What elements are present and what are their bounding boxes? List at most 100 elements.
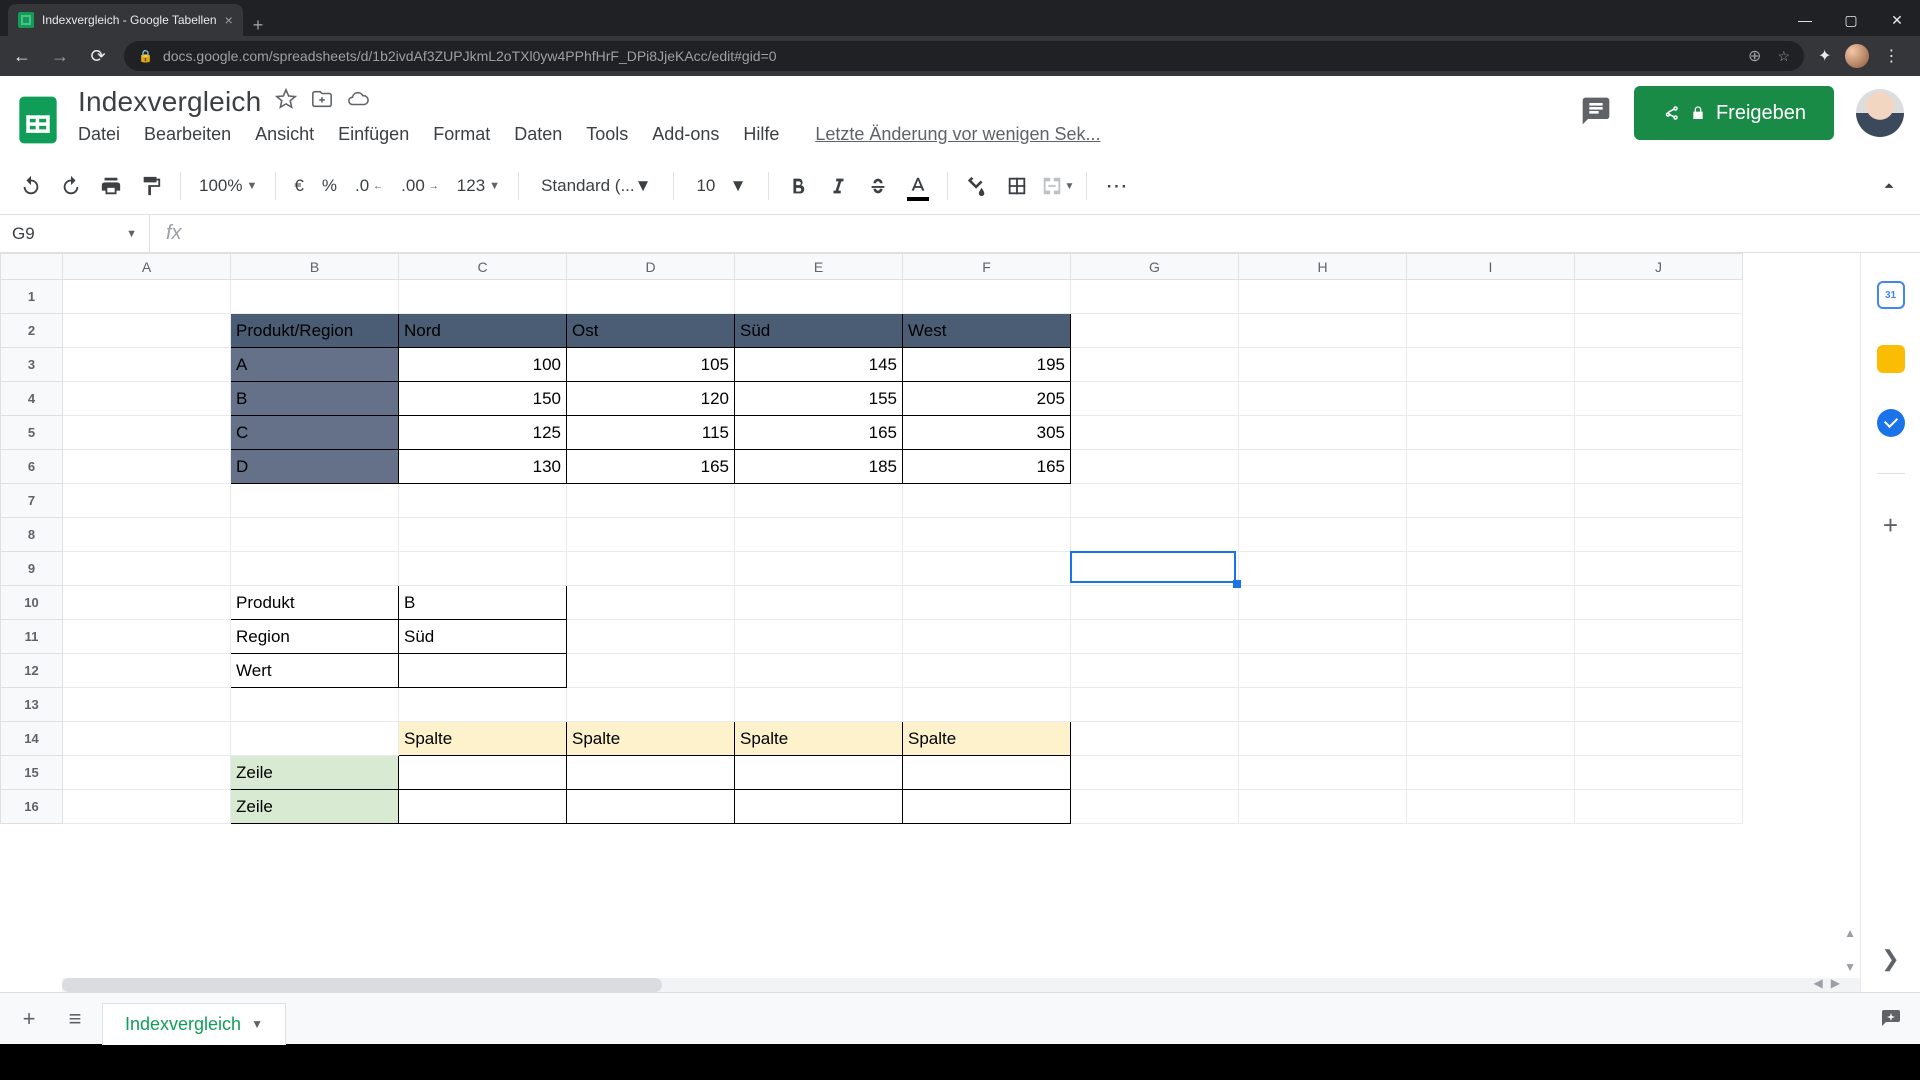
active-cell-handle[interactable] xyxy=(1233,580,1241,588)
share-button[interactable]: Freigeben xyxy=(1634,86,1834,140)
cell-H15[interactable] xyxy=(1239,756,1407,790)
all-sheets-button[interactable]: ≡ xyxy=(56,1000,94,1038)
cell-F7[interactable] xyxy=(903,484,1071,518)
cell-G10[interactable] xyxy=(1071,586,1239,620)
menu-tools[interactable]: Tools xyxy=(586,124,628,145)
row-header-10[interactable]: 10 xyxy=(1,586,63,620)
cell-D9[interactable] xyxy=(567,552,735,586)
cell-F2[interactable]: West xyxy=(903,314,1071,348)
cell-G3[interactable] xyxy=(1071,348,1239,382)
cell-E10[interactable] xyxy=(735,586,903,620)
cell-H8[interactable] xyxy=(1239,518,1407,552)
cell-B16[interactable]: Zeile xyxy=(231,790,399,824)
cell-B1[interactable] xyxy=(231,280,399,314)
cell-J10[interactable] xyxy=(1575,586,1743,620)
cell-F5[interactable]: 305 xyxy=(903,416,1071,450)
cell-E3[interactable]: 145 xyxy=(735,348,903,382)
cell-D11[interactable] xyxy=(567,620,735,654)
col-header-G[interactable]: G xyxy=(1071,254,1239,280)
row-header-1[interactable]: 1 xyxy=(1,280,63,314)
cell-H10[interactable] xyxy=(1239,586,1407,620)
cell-D13[interactable] xyxy=(567,688,735,722)
cell-J11[interactable] xyxy=(1575,620,1743,654)
cell-I6[interactable] xyxy=(1407,450,1575,484)
cell-C2[interactable]: Nord xyxy=(399,314,567,348)
cell-A11[interactable] xyxy=(63,620,231,654)
cell-I4[interactable] xyxy=(1407,382,1575,416)
select-all-corner[interactable] xyxy=(1,254,63,280)
cell-C16[interactable] xyxy=(399,790,567,824)
cell-D10[interactable] xyxy=(567,586,735,620)
redo-button[interactable] xyxy=(54,169,88,203)
browser-tab[interactable]: Indexvergleich - Google Tabellen × xyxy=(8,4,243,36)
cell-B13[interactable] xyxy=(231,688,399,722)
row-header-15[interactable]: 15 xyxy=(1,756,63,790)
cell-A4[interactable] xyxy=(63,382,231,416)
window-minimize[interactable]: ― xyxy=(1782,4,1828,36)
cell-D16[interactable] xyxy=(567,790,735,824)
cell-H7[interactable] xyxy=(1239,484,1407,518)
menu-view[interactable]: Ansicht xyxy=(255,124,314,145)
cell-D4[interactable]: 120 xyxy=(567,382,735,416)
cell-I14[interactable] xyxy=(1407,722,1575,756)
cell-J14[interactable] xyxy=(1575,722,1743,756)
col-header-I[interactable]: I xyxy=(1407,254,1575,280)
cell-G2[interactable] xyxy=(1071,314,1239,348)
strikethrough-button[interactable] xyxy=(861,169,895,203)
menu-help[interactable]: Hilfe xyxy=(743,124,779,145)
cell-H6[interactable] xyxy=(1239,450,1407,484)
cell-E6[interactable]: 185 xyxy=(735,450,903,484)
window-maximize[interactable]: ▢ xyxy=(1828,4,1874,36)
cell-G11[interactable] xyxy=(1071,620,1239,654)
cell-C13[interactable] xyxy=(399,688,567,722)
cell-F14[interactable]: Spalte xyxy=(903,722,1071,756)
cell-G13[interactable] xyxy=(1071,688,1239,722)
cell-H3[interactable] xyxy=(1239,348,1407,382)
cell-G5[interactable] xyxy=(1071,416,1239,450)
cell-C10[interactable]: B xyxy=(399,586,567,620)
cell-I10[interactable] xyxy=(1407,586,1575,620)
cell-E7[interactable] xyxy=(735,484,903,518)
cell-I7[interactable] xyxy=(1407,484,1575,518)
explore-button[interactable] xyxy=(1872,1000,1910,1038)
cell-J13[interactable] xyxy=(1575,688,1743,722)
cell-J15[interactable] xyxy=(1575,756,1743,790)
cell-J1[interactable] xyxy=(1575,280,1743,314)
col-header-E[interactable]: E xyxy=(735,254,903,280)
zoom-select[interactable]: 100%▼ xyxy=(193,176,263,196)
cell-H12[interactable] xyxy=(1239,654,1407,688)
cell-B8[interactable] xyxy=(231,518,399,552)
cell-I13[interactable] xyxy=(1407,688,1575,722)
cell-C5[interactable]: 125 xyxy=(399,416,567,450)
cell-C11[interactable]: Süd xyxy=(399,620,567,654)
cell-E12[interactable] xyxy=(735,654,903,688)
cell-D1[interactable] xyxy=(567,280,735,314)
cell-B6[interactable]: D xyxy=(231,450,399,484)
cell-H13[interactable] xyxy=(1239,688,1407,722)
cell-G1[interactable] xyxy=(1071,280,1239,314)
account-avatar[interactable] xyxy=(1856,89,1904,137)
cell-B10[interactable]: Produkt xyxy=(231,586,399,620)
cell-B14[interactable] xyxy=(231,722,399,756)
new-tab-button[interactable]: + xyxy=(243,15,274,36)
undo-button[interactable] xyxy=(14,169,48,203)
decrease-decimal-button[interactable]: .0← xyxy=(349,176,389,196)
add-sheet-button[interactable]: + xyxy=(10,1000,48,1038)
borders-button[interactable] xyxy=(1000,169,1034,203)
cell-I11[interactable] xyxy=(1407,620,1575,654)
chrome-menu-icon[interactable]: ⋮ xyxy=(1883,46,1899,66)
cell-E16[interactable] xyxy=(735,790,903,824)
scroll-down-icon[interactable]: ▼ xyxy=(1844,960,1856,974)
scroll-up-icon[interactable]: ▲ xyxy=(1844,926,1856,940)
cell-A7[interactable] xyxy=(63,484,231,518)
italic-button[interactable] xyxy=(821,169,855,203)
row-header-12[interactable]: 12 xyxy=(1,654,63,688)
move-to-drive-icon[interactable] xyxy=(311,88,333,116)
cell-C9[interactable] xyxy=(399,552,567,586)
cell-H4[interactable] xyxy=(1239,382,1407,416)
cell-J4[interactable] xyxy=(1575,382,1743,416)
sheets-logo-icon[interactable] xyxy=(10,92,66,148)
cell-E4[interactable]: 155 xyxy=(735,382,903,416)
cell-D2[interactable]: Ost xyxy=(567,314,735,348)
merge-cells-button[interactable]: ▼ xyxy=(1040,169,1074,203)
